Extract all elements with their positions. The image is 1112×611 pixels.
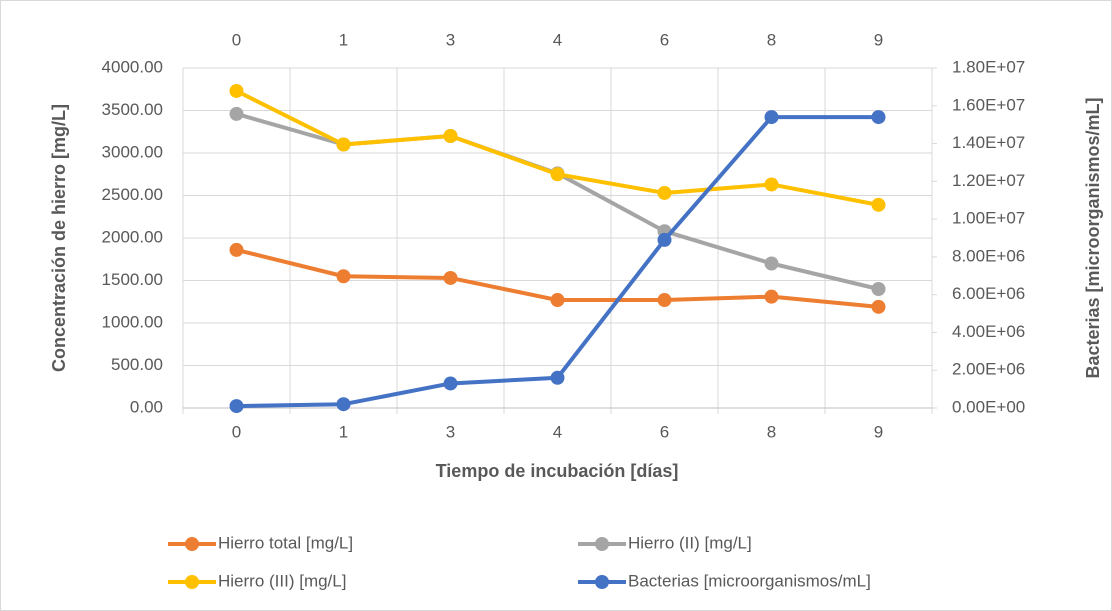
point bbox=[871, 282, 886, 296]
y-tick-label: 3500.00 bbox=[102, 100, 163, 119]
y-tick-label: 3000.00 bbox=[102, 142, 163, 161]
y2-tick-label: 1.40E+07 bbox=[952, 133, 1025, 152]
y2-tick-label: 4.00E+06 bbox=[952, 322, 1025, 341]
y2-tick-label: 0.00E+00 bbox=[952, 397, 1025, 416]
x-tick-label: 4 bbox=[553, 422, 562, 441]
y2-tick-label: 6.00E+06 bbox=[952, 284, 1025, 303]
x2-tick-label: 8 bbox=[767, 30, 776, 49]
x-tick-label: 8 bbox=[767, 422, 776, 441]
y2-tick-label: 1.20E+07 bbox=[952, 171, 1025, 190]
point bbox=[871, 299, 886, 314]
point bbox=[229, 83, 244, 98]
y-tick-label: 2500.00 bbox=[102, 185, 163, 204]
legend-marker bbox=[595, 537, 609, 551]
point bbox=[443, 376, 458, 391]
legend-marker bbox=[185, 537, 199, 551]
point bbox=[443, 129, 458, 143]
point bbox=[871, 110, 886, 125]
x-tick-label: 1 bbox=[339, 422, 348, 441]
y-tick-label: 1000.00 bbox=[102, 312, 163, 331]
point bbox=[764, 177, 779, 192]
y-tick-label: 1500.00 bbox=[102, 270, 163, 289]
point bbox=[229, 106, 244, 121]
y2-tick-label: 1.80E+07 bbox=[952, 57, 1025, 76]
x-tick-label: 0 bbox=[232, 422, 241, 441]
y2-tick-label: 2.00E+06 bbox=[952, 360, 1025, 379]
x2-tick-label: 9 bbox=[874, 30, 883, 49]
legend-label: Hierro (III) [mg/L] bbox=[218, 571, 346, 590]
y-tick-label: 500.00 bbox=[111, 355, 163, 374]
y2-axis-title: Bacterias [microorganismos/mL] bbox=[1083, 97, 1103, 378]
y2-tick-label: 1.60E+07 bbox=[952, 95, 1025, 114]
point bbox=[550, 293, 565, 308]
x2-tick-label: 6 bbox=[660, 30, 669, 49]
point bbox=[871, 197, 886, 212]
y-tick-label: 4000.00 bbox=[102, 57, 163, 76]
x2-tick-label: 3 bbox=[446, 30, 455, 49]
point bbox=[229, 242, 244, 257]
legend-marker bbox=[595, 575, 609, 589]
x-tick-label: 3 bbox=[446, 422, 455, 441]
x-tick-label: 9 bbox=[874, 422, 883, 441]
point bbox=[336, 397, 351, 412]
point bbox=[550, 167, 565, 182]
x2-tick-label: 4 bbox=[553, 30, 562, 49]
x-axis-title: Tiempo de incubación [días] bbox=[436, 461, 679, 481]
y2-tick-label: 8.00E+06 bbox=[952, 246, 1025, 265]
y-axis-title: Concentración de hierro [mg/L] bbox=[49, 104, 69, 372]
point bbox=[764, 289, 779, 304]
y2-tick-label: 1.00E+07 bbox=[952, 209, 1025, 228]
y-tick-label: 0.00 bbox=[130, 397, 163, 416]
point bbox=[336, 137, 351, 152]
point bbox=[229, 399, 244, 414]
legend-label: Hierro total [mg/L] bbox=[218, 533, 353, 552]
legend-marker bbox=[185, 575, 199, 589]
point bbox=[764, 110, 779, 125]
point bbox=[764, 256, 779, 271]
y-tick-label: 2000.00 bbox=[102, 227, 163, 246]
point bbox=[657, 185, 672, 200]
x-tick-label: 6 bbox=[660, 422, 669, 441]
point bbox=[657, 232, 672, 247]
x2-tick-label: 0 bbox=[232, 30, 241, 49]
legend-label: Bacterias [microorganismos/mL] bbox=[628, 571, 871, 590]
point bbox=[657, 293, 672, 308]
point bbox=[443, 270, 458, 285]
point bbox=[336, 269, 351, 284]
legend-label: Hierro (II) [mg/L] bbox=[628, 533, 752, 552]
x2-tick-label: 1 bbox=[339, 30, 348, 49]
point bbox=[550, 370, 565, 385]
